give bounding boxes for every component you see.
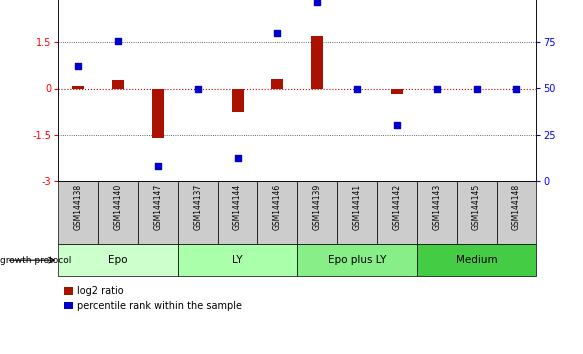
- Text: LY: LY: [232, 255, 243, 265]
- Bar: [58, 181, 98, 244]
- Text: GSM144148: GSM144148: [512, 184, 521, 230]
- Point: [273, 30, 282, 36]
- Text: GSM144142: GSM144142: [392, 184, 402, 230]
- Text: GSM144139: GSM144139: [312, 184, 322, 230]
- Text: Medium: Medium: [456, 255, 497, 265]
- Text: GSM144145: GSM144145: [472, 184, 481, 230]
- Bar: [217, 181, 258, 244]
- Text: Epo plus LY: Epo plus LY: [328, 255, 387, 265]
- Text: GSM144138: GSM144138: [73, 184, 83, 230]
- Bar: [98, 181, 138, 244]
- Bar: [138, 181, 178, 244]
- Text: GSM144137: GSM144137: [193, 184, 202, 230]
- Bar: [72, 86, 84, 88]
- Text: GSM144146: GSM144146: [273, 184, 282, 230]
- Text: Epo: Epo: [108, 255, 128, 265]
- Point: [193, 86, 202, 91]
- Bar: [377, 181, 417, 244]
- Text: GSM144143: GSM144143: [432, 184, 441, 230]
- Point: [392, 122, 402, 128]
- Text: growth protocol: growth protocol: [0, 256, 71, 265]
- Bar: [112, 80, 124, 88]
- Point: [233, 156, 243, 161]
- Text: GSM144144: GSM144144: [233, 184, 242, 230]
- Bar: [258, 181, 297, 244]
- Bar: [391, 88, 403, 94]
- Bar: [272, 79, 283, 88]
- Point: [312, 0, 322, 5]
- Bar: [311, 36, 323, 88]
- Bar: [297, 181, 337, 244]
- Text: GSM144141: GSM144141: [353, 184, 361, 230]
- Bar: [178, 244, 297, 276]
- Text: log2 ratio: log2 ratio: [77, 286, 124, 296]
- Bar: [417, 181, 456, 244]
- Bar: [152, 88, 164, 138]
- Point: [352, 86, 361, 91]
- Bar: [231, 88, 244, 112]
- Bar: [178, 181, 217, 244]
- Point: [153, 163, 163, 169]
- Text: GSM144140: GSM144140: [114, 184, 122, 230]
- Point: [113, 38, 123, 44]
- Bar: [58, 244, 178, 276]
- Bar: [297, 244, 417, 276]
- Text: percentile rank within the sample: percentile rank within the sample: [77, 301, 242, 310]
- Point: [472, 86, 481, 91]
- Point: [73, 64, 83, 69]
- Bar: [456, 181, 497, 244]
- Text: GSM144147: GSM144147: [153, 184, 163, 230]
- Bar: [497, 181, 536, 244]
- Point: [512, 86, 521, 91]
- Point: [432, 86, 441, 91]
- Bar: [337, 181, 377, 244]
- Bar: [417, 244, 536, 276]
